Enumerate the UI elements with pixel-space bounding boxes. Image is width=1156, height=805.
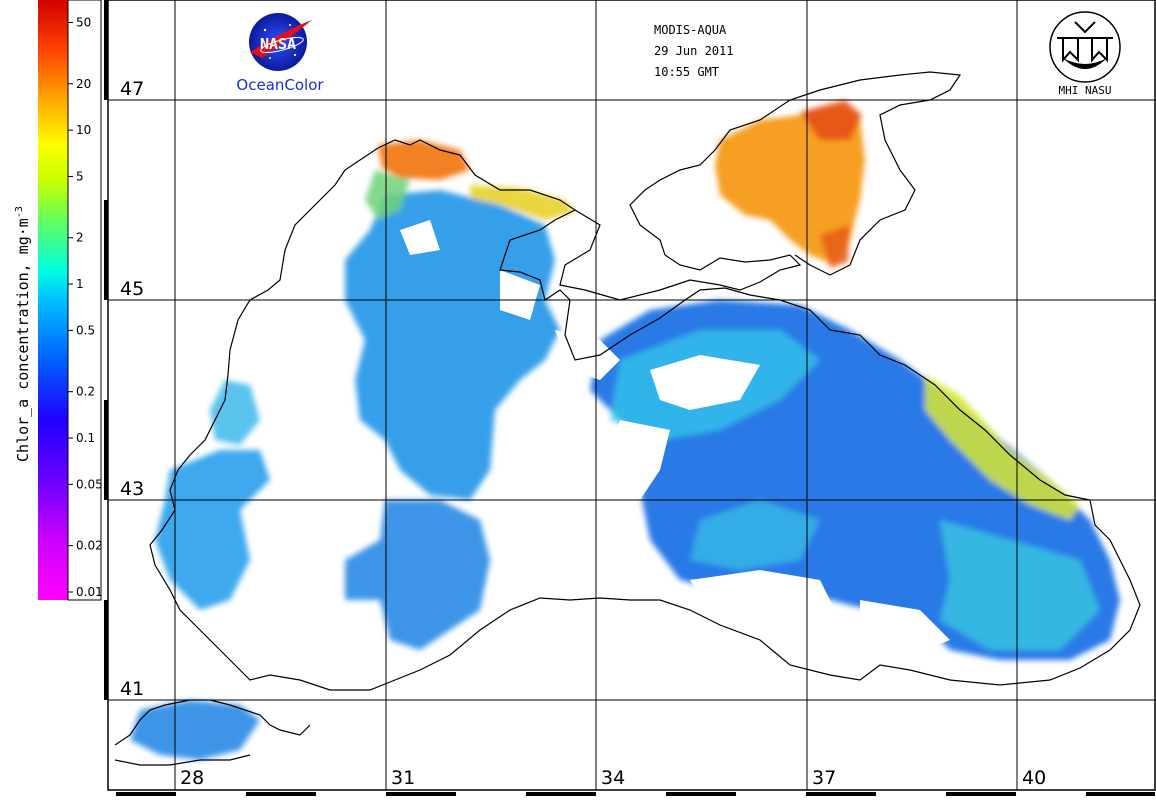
colorbar-tick-label: 0.1: [76, 431, 95, 445]
colorbar-tick-label: 50: [76, 16, 91, 30]
black-sea-coast: [149, 139, 1141, 691]
colorbar-tick-label: 0.01: [76, 585, 103, 599]
lat-label-47: 47: [120, 78, 144, 100]
lat-label-41: 41: [120, 678, 144, 700]
colorbar-gradient: [38, 0, 68, 600]
lon-label-31: 31: [391, 767, 415, 789]
colorbar-title: Chlor_a concentration, mg·m-3: [14, 206, 32, 462]
azov-sea-patch: [715, 105, 865, 265]
colorbar: 50 20 10 5 2 1 0.5 0.2 0.1 0.05 0.02 0.01 Chlor_a c…: [14, 0, 103, 601]
marmara-patch: [130, 700, 260, 760]
west-central-patch: [345, 500, 490, 650]
lat-label-43: 43: [120, 478, 144, 500]
date-label: 29 Jun 2011: [654, 44, 733, 58]
colorbar-tick-label: 0.2: [76, 385, 95, 399]
romania-coast-patch: [210, 380, 260, 445]
image-header: MODIS-AQUA 29 Jun 2011 10:55 GMT: [654, 23, 733, 79]
mhi-nasu-logo: MHI NASU: [1049, 11, 1121, 97]
mhi-nasu-label: MHI NASU: [1059, 84, 1112, 97]
lat-label-45: 45: [120, 278, 144, 300]
nasa-wordmark: NASA: [260, 35, 296, 53]
nasa-logo: NASA OceanColor: [236, 13, 324, 94]
sensor-label: MODIS-AQUA: [654, 23, 727, 37]
colorbar-tick-label: 0.02: [76, 539, 103, 553]
marmara-coast: [114, 699, 311, 766]
dnieper-estuary-patch: [378, 140, 470, 180]
coastline: [114, 71, 1141, 766]
central-cyan-patch: [690, 500, 820, 570]
colorbar-ticks: 50 20 10 5 2 1 0.5 0.2 0.1 0.05 0.02 0.01: [68, 16, 103, 599]
colorbar-tick-label: 5: [76, 169, 84, 183]
cloud-mask: [400, 220, 950, 660]
latitude-labels: 47 45 43 41: [120, 78, 144, 700]
lon-label-37: 37: [812, 767, 836, 789]
colorbar-tick-label: 10: [76, 123, 91, 137]
latitude-tick-bar: [104, 0, 108, 700]
crimea-coast: [559, 209, 802, 301]
odessa-green-patch: [365, 170, 410, 220]
graticule: [108, 0, 1156, 790]
colorbar-tick-label: 0.05: [76, 477, 103, 491]
south-east-swirl: [940, 520, 1100, 650]
colorbar-tick-label: 20: [76, 77, 91, 91]
map-frame: [107, 0, 1156, 791]
colorbar-tick-label: 1: [76, 277, 84, 291]
lon-label-34: 34: [601, 767, 625, 789]
lon-label-28: 28: [180, 767, 204, 789]
oceancolor-label: OceanColor: [236, 76, 324, 94]
colorbar-tick-panel: [67, 0, 102, 601]
time-label: 10:55 GMT: [654, 65, 719, 79]
longitude-labels: 28 31 34 37 40: [180, 767, 1046, 789]
longitude-tick-bar: [116, 792, 1155, 796]
colorbar-tick-label: 0.5: [76, 323, 95, 337]
azov-sea-coast: [629, 71, 962, 276]
nw-shelf-patch: [345, 190, 560, 500]
karkinit-yellow-patch: [470, 185, 575, 220]
colorbar-tick-label: 2: [76, 231, 84, 245]
lon-label-40: 40: [1022, 767, 1046, 789]
azov-red-patch: [800, 100, 862, 140]
bulgaria-coast-patch: [155, 450, 270, 610]
azov-red-south: [820, 225, 850, 268]
